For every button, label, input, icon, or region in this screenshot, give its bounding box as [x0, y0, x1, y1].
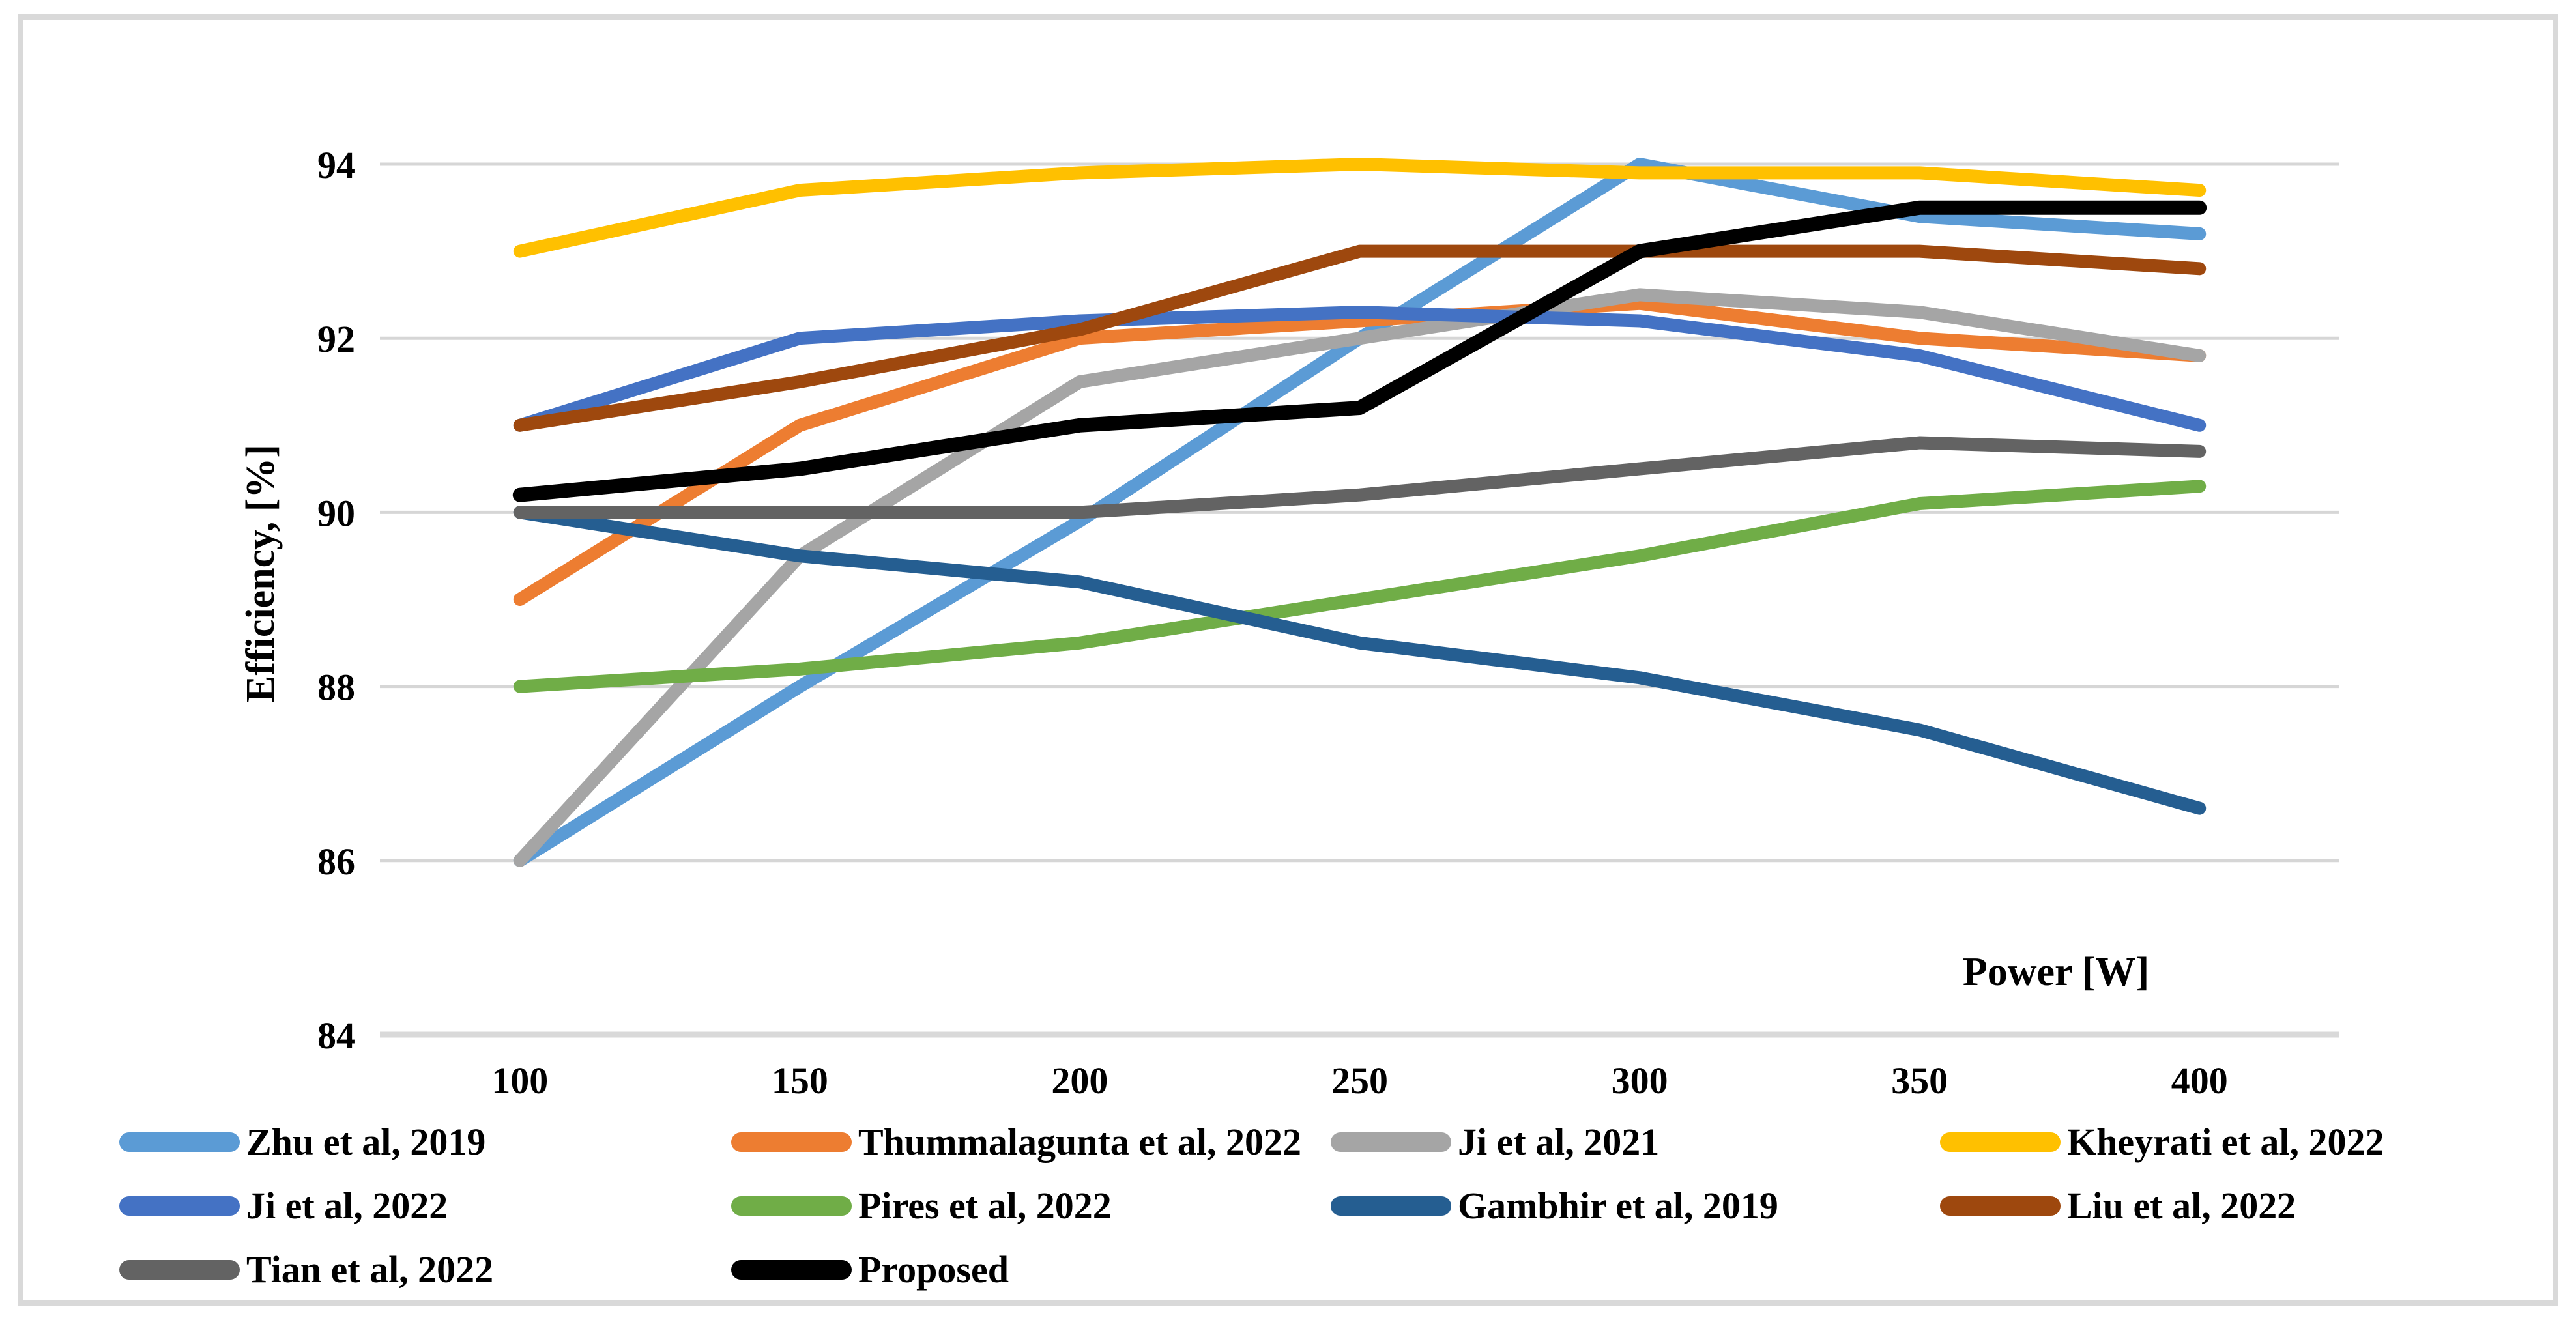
legend-item-tian-et-al-2022: Tian et al, 2022: [119, 1238, 731, 1302]
legend-label-pires-et-al-2022: Pires et al, 2022: [858, 1184, 1112, 1227]
legend-item-thummalagunta-et-al-2022: Thummalagunta et al, 2022: [731, 1110, 1331, 1174]
legend-label-thummalagunta-et-al-2022: Thummalagunta et al, 2022: [858, 1121, 1301, 1163]
y-axis-tick-labels: 84 86 88 90 92 94: [317, 144, 355, 1057]
series-line-proposed: [512, 200, 2207, 502]
legend-swatch-ji-et-al-2021: [1331, 1132, 1451, 1152]
y-tick-86: 86: [317, 840, 355, 883]
legend-swatch-zhu-et-al-2019: [119, 1132, 240, 1152]
series-line-ji-et-al-2022: [513, 306, 2207, 432]
y-tick-88: 88: [317, 667, 355, 709]
chart-legend: Zhu et al, 2019 Thummalagunta et al, 2022…: [119, 1110, 2524, 1302]
legend-label-zhu-et-al-2019: Zhu et al, 2019: [246, 1121, 486, 1163]
legend-label-proposed: Proposed: [858, 1248, 1009, 1291]
legend-item-ji-et-al-2021: Ji et al, 2021: [1331, 1110, 1940, 1174]
x-axis-tick-labels: 100 150 200 250 300 350 400: [491, 1059, 2227, 1102]
legend-swatch-kheyrati-et-al-2022: [1940, 1132, 2061, 1152]
x-tick-300: 300: [1612, 1059, 1668, 1102]
legend-swatch-ji-et-al-2022: [119, 1196, 240, 1216]
legend-item-proposed: Proposed: [731, 1238, 1331, 1302]
legend-label-tian-et-al-2022: Tian et al, 2022: [246, 1248, 494, 1291]
series-line-gambhir-et-al-2019: [513, 506, 2207, 815]
legend-label-kheyrati-et-al-2022: Kheyrati et al, 2022: [2067, 1121, 2384, 1163]
legend-label-ji-et-al-2021: Ji et al, 2021: [1458, 1121, 1660, 1163]
legend-item-zhu-et-al-2019: Zhu et al, 2019: [119, 1110, 731, 1174]
x-tick-200: 200: [1051, 1059, 1108, 1102]
legend-swatch-liu-et-al-2022: [1940, 1196, 2061, 1216]
series-line-pires-et-al-2022: [513, 480, 2207, 693]
x-axis-title: Power [W]: [1962, 950, 2150, 994]
y-tick-90: 90: [317, 492, 355, 534]
x-tick-100: 100: [491, 1059, 548, 1102]
x-tick-250: 250: [1331, 1059, 1388, 1102]
series-line-kheyrati-et-al-2022: [513, 158, 2207, 258]
legend-swatch-tian-et-al-2022: [119, 1260, 240, 1280]
legend-item-pires-et-al-2022: Pires et al, 2022: [731, 1174, 1331, 1238]
legend-label-gambhir-et-al-2019: Gambhir et al, 2019: [1458, 1184, 1778, 1227]
x-tick-350: 350: [1891, 1059, 1948, 1102]
legend-swatch-proposed: [731, 1260, 852, 1280]
legend-swatch-thummalagunta-et-al-2022: [731, 1132, 852, 1152]
legend-swatch-gambhir-et-al-2019: [1331, 1196, 1451, 1216]
x-tick-150: 150: [772, 1059, 828, 1102]
series-line-liu-et-al-2022: [513, 244, 2207, 432]
x-tick-400: 400: [2171, 1059, 2228, 1102]
legend-label-liu-et-al-2022: Liu et al, 2022: [2067, 1184, 2296, 1227]
y-tick-92: 92: [317, 318, 355, 360]
series-line-tian-et-al-2022: [513, 436, 2207, 519]
legend-swatch-pires-et-al-2022: [731, 1196, 852, 1216]
y-axis-title: Efficiency, [%]: [239, 444, 283, 703]
y-tick-94: 94: [317, 144, 355, 186]
y-tick-84: 84: [317, 1014, 355, 1057]
series-lines: [512, 158, 2207, 867]
legend-label-ji-et-al-2022: Ji et al, 2022: [246, 1184, 448, 1227]
series-line-thummalagunta-et-al-2022: [513, 296, 2207, 606]
legend-item-gambhir-et-al-2019: Gambhir et al, 2019: [1331, 1174, 1940, 1238]
legend-item-kheyrati-et-al-2022: Kheyrati et al, 2022: [1940, 1110, 2524, 1174]
legend-item-ji-et-al-2022: Ji et al, 2022: [119, 1174, 731, 1238]
legend-item-liu-et-al-2022: Liu et al, 2022: [1940, 1174, 2524, 1238]
